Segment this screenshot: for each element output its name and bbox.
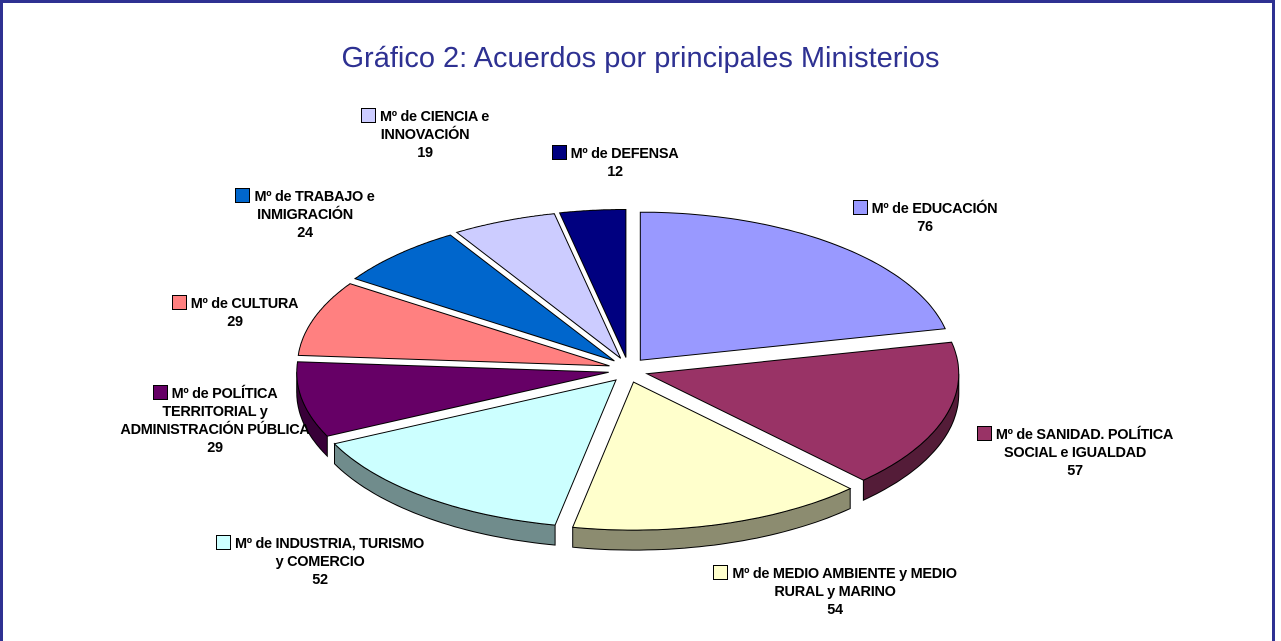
data-label: Mº de CULTURA 29 bbox=[140, 295, 330, 331]
data-label: Mº de INDUSTRIA, TURISMO y COMERCIO 52 bbox=[215, 535, 425, 589]
data-label: Mº de MEDIO AMBIENTE y MEDIO RURAL y MAR… bbox=[700, 565, 970, 619]
legend-swatch bbox=[360, 108, 376, 123]
legend-swatch bbox=[551, 145, 567, 160]
value-label: 24 bbox=[297, 225, 313, 241]
label-name-line: Mº de INDUSTRIA, TURISMO y COMERCIO bbox=[215, 535, 425, 571]
value-label: 54 bbox=[827, 602, 843, 618]
data-label: Mº de POLÍTICA TERRITORIAL y ADMINISTRAC… bbox=[110, 385, 320, 457]
category-label: Mº de TRABAJO e INMIGRACIÓN bbox=[254, 189, 375, 223]
data-label: Mº de CIENCIA e INNOVACIÓN 19 bbox=[325, 108, 525, 162]
slice bbox=[645, 341, 960, 481]
slice bbox=[558, 209, 627, 358]
legend-swatch bbox=[713, 565, 729, 580]
label-name-line: Mº de CULTURA bbox=[140, 295, 330, 313]
value-label: 12 bbox=[607, 164, 623, 180]
label-name-line: Mº de EDUCACIÓN bbox=[820, 200, 1030, 218]
label-name-line: Mº de POLÍTICA TERRITORIAL y ADMINISTRAC… bbox=[110, 385, 320, 439]
chart-title: Gráfico 2: Acuerdos por principales Mini… bbox=[341, 42, 940, 74]
data-label: Mº de TRABAJO e INMIGRACIÓN 24 bbox=[205, 188, 405, 242]
slice bbox=[639, 211, 946, 361]
value-label: 29 bbox=[227, 314, 243, 330]
category-label: Mº de DEFENSA bbox=[570, 146, 679, 162]
label-name-line: Mº de SANIDAD. POLÍTICA SOCIAL e IGUALDA… bbox=[950, 426, 1200, 462]
value-label: 19 bbox=[417, 145, 433, 161]
legend-swatch bbox=[215, 535, 231, 550]
label-name-line: Mº de CIENCIA e INNOVACIÓN bbox=[325, 108, 525, 144]
category-label: Mº de MEDIO AMBIENTE y MEDIO RURAL y MAR… bbox=[732, 566, 957, 600]
label-name-line: Mº de MEDIO AMBIENTE y MEDIO RURAL y MAR… bbox=[700, 565, 970, 601]
category-label: Mº de SANIDAD. POLÍTICA SOCIAL e IGUALDA… bbox=[995, 427, 1174, 461]
legend-swatch bbox=[152, 385, 168, 400]
data-label: Mº de SANIDAD. POLÍTICA SOCIAL e IGUALDA… bbox=[950, 426, 1200, 480]
category-label: Mº de POLÍTICA TERRITORIAL y ADMINISTRAC… bbox=[120, 386, 310, 438]
slice bbox=[571, 381, 852, 531]
category-label: Mº de INDUSTRIA, TURISMO y COMERCIO bbox=[234, 536, 424, 570]
slice bbox=[455, 213, 622, 359]
category-label: Mº de EDUCACIÓN bbox=[871, 201, 998, 217]
value-label: 76 bbox=[917, 219, 933, 235]
legend-swatch bbox=[235, 188, 251, 203]
label-name-line: Mº de TRABAJO e INMIGRACIÓN bbox=[205, 188, 405, 224]
data-label: Mº de DEFENSA 12 bbox=[525, 145, 705, 181]
value-label: 29 bbox=[207, 440, 223, 456]
label-name-line: Mº de DEFENSA bbox=[525, 145, 705, 163]
category-label: Mº de CIENCIA e INNOVACIÓN bbox=[379, 109, 490, 143]
slice bbox=[297, 283, 610, 367]
data-label: Mº de EDUCACIÓN 76 bbox=[820, 200, 1030, 236]
value-label: 52 bbox=[312, 572, 328, 588]
slice bbox=[333, 379, 617, 526]
value-label: 57 bbox=[1067, 463, 1083, 479]
legend-swatch bbox=[976, 426, 992, 441]
legend-swatch bbox=[852, 200, 868, 215]
slice bbox=[353, 234, 615, 362]
category-label: Mº de CULTURA bbox=[190, 296, 299, 312]
slice bbox=[296, 361, 609, 437]
legend-swatch bbox=[171, 295, 187, 310]
